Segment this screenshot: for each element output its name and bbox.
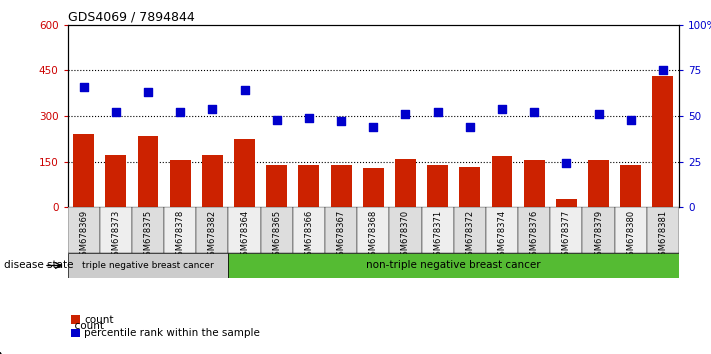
Text: GSM678382: GSM678382 bbox=[208, 210, 217, 261]
Bar bbox=[228, 207, 261, 253]
Point bbox=[271, 117, 282, 122]
Text: GDS4069 / 7894844: GDS4069 / 7894844 bbox=[68, 11, 194, 24]
Bar bbox=[331, 165, 351, 207]
Point bbox=[625, 117, 636, 122]
Point bbox=[464, 124, 476, 130]
Bar bbox=[234, 139, 255, 207]
Bar bbox=[524, 160, 545, 207]
Text: GSM678367: GSM678367 bbox=[336, 210, 346, 261]
Bar bbox=[422, 207, 454, 253]
Bar bbox=[261, 207, 293, 253]
Text: GSM678375: GSM678375 bbox=[144, 210, 152, 261]
Bar bbox=[647, 207, 679, 253]
Text: GSM678371: GSM678371 bbox=[433, 210, 442, 261]
Bar bbox=[357, 207, 390, 253]
Point bbox=[496, 106, 508, 112]
Text: count: count bbox=[84, 315, 113, 325]
Point bbox=[174, 109, 186, 115]
Text: GSM678378: GSM678378 bbox=[176, 210, 185, 261]
Point bbox=[336, 119, 347, 124]
Point bbox=[239, 87, 250, 93]
Point bbox=[657, 68, 668, 73]
Bar bbox=[266, 165, 287, 207]
Bar bbox=[68, 207, 100, 253]
Text: GSM678380: GSM678380 bbox=[626, 210, 635, 261]
Bar bbox=[486, 207, 518, 253]
Bar bbox=[427, 165, 448, 207]
Bar bbox=[582, 207, 614, 253]
Point bbox=[432, 109, 444, 115]
Bar bbox=[202, 155, 223, 207]
Bar bbox=[170, 160, 191, 207]
Bar bbox=[588, 160, 609, 207]
Bar bbox=[68, 253, 228, 278]
Text: GSM678369: GSM678369 bbox=[79, 210, 88, 261]
Bar bbox=[491, 156, 513, 207]
Text: triple negative breast cancer: triple negative breast cancer bbox=[82, 261, 214, 270]
Bar bbox=[299, 165, 319, 207]
Bar bbox=[363, 168, 384, 207]
Text: GSM678379: GSM678379 bbox=[594, 210, 603, 261]
Bar bbox=[614, 207, 647, 253]
Text: GSM678381: GSM678381 bbox=[658, 210, 668, 261]
Point bbox=[303, 115, 314, 121]
Text: disease state: disease state bbox=[4, 261, 73, 270]
Text: GSM678370: GSM678370 bbox=[401, 210, 410, 261]
Bar bbox=[132, 207, 164, 253]
Bar bbox=[395, 159, 416, 207]
Text: percentile rank within the sample: percentile rank within the sample bbox=[84, 328, 260, 338]
Point bbox=[142, 90, 154, 95]
Bar bbox=[550, 207, 582, 253]
Text: GSM678365: GSM678365 bbox=[272, 210, 282, 261]
Bar bbox=[518, 207, 550, 253]
Bar bbox=[454, 207, 486, 253]
Bar bbox=[459, 167, 481, 207]
Text: GSM678372: GSM678372 bbox=[465, 210, 474, 261]
Point bbox=[528, 109, 540, 115]
Text: GSM678368: GSM678368 bbox=[369, 210, 378, 261]
Bar bbox=[105, 155, 127, 207]
Bar bbox=[100, 207, 132, 253]
Point bbox=[561, 160, 572, 166]
Text: GSM678364: GSM678364 bbox=[240, 210, 249, 261]
Bar bbox=[620, 165, 641, 207]
Point bbox=[207, 106, 218, 112]
Point bbox=[400, 111, 411, 117]
Bar bbox=[556, 199, 577, 207]
Point bbox=[110, 109, 122, 115]
Text: non-triple negative breast cancer: non-triple negative breast cancer bbox=[366, 261, 541, 270]
Text: GSM678366: GSM678366 bbox=[304, 210, 314, 261]
Bar bbox=[137, 136, 159, 207]
Text: GSM678377: GSM678377 bbox=[562, 210, 571, 261]
Text: GSM678376: GSM678376 bbox=[530, 210, 539, 261]
Bar bbox=[196, 207, 228, 253]
Text: GSM678373: GSM678373 bbox=[112, 210, 120, 261]
Bar bbox=[325, 207, 357, 253]
Bar bbox=[653, 76, 673, 207]
Text: GSM678374: GSM678374 bbox=[498, 210, 506, 261]
Bar bbox=[228, 253, 679, 278]
Point bbox=[78, 84, 90, 90]
Text: count: count bbox=[68, 321, 104, 331]
Bar bbox=[73, 134, 94, 207]
Point bbox=[368, 124, 379, 130]
Bar bbox=[164, 207, 196, 253]
Point bbox=[593, 111, 604, 117]
Bar bbox=[390, 207, 422, 253]
Bar bbox=[293, 207, 325, 253]
